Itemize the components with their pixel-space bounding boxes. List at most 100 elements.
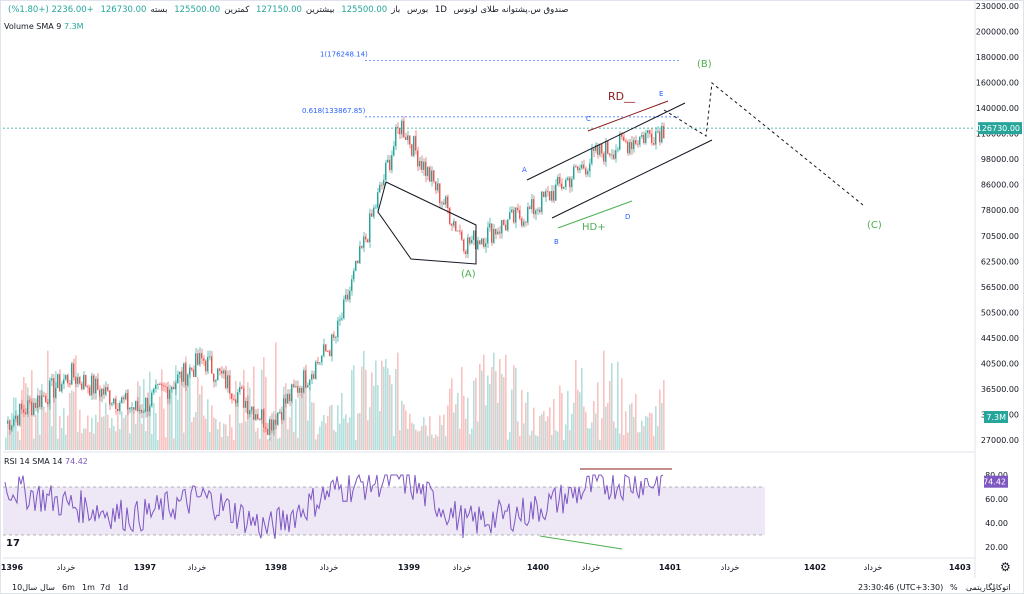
range-7d[interactable]: 7d bbox=[100, 583, 111, 592]
auto-toggle[interactable]: اتوکار bbox=[992, 583, 1011, 592]
volume-legend[interactable]: Volume SMA 9 7.3M bbox=[4, 22, 84, 31]
candle-body bbox=[389, 159, 391, 170]
candle-body bbox=[455, 221, 457, 231]
candle-body bbox=[307, 385, 309, 388]
volume-bar bbox=[399, 430, 401, 450]
range-6m[interactable]: 6m bbox=[62, 583, 75, 592]
candle-body bbox=[59, 374, 61, 392]
range-10y[interactable]: 10سال bbox=[12, 583, 38, 592]
volume-bar bbox=[495, 371, 497, 450]
time-axis-label: خرداد bbox=[320, 563, 339, 572]
candle-body bbox=[325, 344, 327, 351]
candle-body bbox=[337, 320, 339, 338]
volume-bar bbox=[37, 387, 39, 450]
candle-body bbox=[67, 375, 69, 384]
volume-bar bbox=[487, 375, 489, 450]
candle-body bbox=[637, 143, 639, 145]
candle-body bbox=[109, 390, 111, 405]
candle-body bbox=[451, 223, 453, 226]
log-toggle[interactable]: لگاریتمی bbox=[966, 583, 996, 592]
volume-bar bbox=[407, 428, 409, 450]
volume-bar bbox=[565, 424, 567, 450]
candle-body bbox=[499, 231, 501, 234]
volume-bar bbox=[447, 405, 449, 450]
volume-bar bbox=[321, 421, 323, 450]
volume-bar bbox=[17, 431, 19, 450]
candle-body bbox=[167, 386, 169, 399]
volume-bar bbox=[319, 426, 321, 450]
candle-body bbox=[565, 179, 567, 187]
percent-toggle[interactable]: % bbox=[950, 583, 958, 592]
volume-bar bbox=[121, 411, 123, 450]
candle-body bbox=[659, 131, 661, 143]
volume-bar bbox=[89, 431, 91, 450]
candle-body bbox=[223, 370, 225, 374]
rsi-legend[interactable]: RSI 14 SMA 14 74.42 bbox=[4, 457, 88, 466]
candle-body bbox=[601, 144, 603, 154]
volume-bar bbox=[415, 429, 417, 450]
volume-bar bbox=[59, 415, 61, 450]
price-tick-label: 70500.00 bbox=[981, 232, 1019, 241]
candle-body bbox=[495, 228, 497, 235]
volume-bar bbox=[305, 375, 307, 450]
volume-bar bbox=[303, 390, 305, 450]
symbol-title[interactable]: صندوق س.پشتوانه طلای لوتوس bbox=[453, 5, 569, 15]
volume-bar bbox=[645, 416, 647, 450]
volume-bar bbox=[529, 435, 531, 450]
tradingview-logo-icon[interactable]: 17 bbox=[6, 538, 20, 549]
candle-body bbox=[221, 370, 223, 374]
candle-body bbox=[157, 384, 159, 386]
candle-body bbox=[219, 368, 221, 371]
candle-body bbox=[539, 209, 541, 213]
interval-label[interactable]: 1D bbox=[434, 5, 447, 15]
candle-body bbox=[327, 350, 329, 352]
candle-body bbox=[461, 231, 463, 240]
range-1y[interactable]: سال bbox=[40, 583, 55, 592]
candle-body bbox=[111, 403, 113, 405]
volume-bar bbox=[607, 402, 609, 450]
volume-bar bbox=[647, 416, 649, 450]
candle-body bbox=[115, 398, 117, 409]
volume-bar bbox=[555, 430, 557, 450]
candle-body bbox=[517, 207, 519, 211]
candle-body bbox=[127, 393, 129, 410]
volume-bar bbox=[187, 372, 189, 450]
candle-body bbox=[569, 177, 571, 188]
rsi-value: 74.42 bbox=[64, 457, 88, 466]
settings-gear-icon[interactable]: ⚙ bbox=[1000, 560, 1011, 574]
volume-bar bbox=[577, 389, 579, 450]
volume-bar bbox=[105, 402, 107, 450]
volume-bar bbox=[271, 422, 273, 450]
price-tick-label: 62500.00 bbox=[981, 257, 1019, 266]
candle-body bbox=[141, 409, 143, 413]
candle-body bbox=[293, 384, 295, 387]
rsi-badge-label: 74.42 bbox=[983, 478, 1006, 487]
candle-body bbox=[465, 251, 467, 254]
time-axis-label: خرداد bbox=[582, 563, 601, 572]
volume-bar bbox=[181, 370, 183, 450]
volume-bar bbox=[511, 389, 513, 450]
candle-body bbox=[49, 380, 51, 404]
volume-bar bbox=[173, 438, 175, 450]
volume-bar bbox=[661, 402, 663, 450]
range-1d[interactable]: 1d bbox=[118, 583, 129, 592]
range-1m[interactable]: 1m bbox=[82, 583, 95, 592]
volume-bar bbox=[335, 431, 337, 450]
candle-body bbox=[83, 374, 85, 390]
candle-body bbox=[481, 238, 483, 244]
candle-body bbox=[525, 221, 527, 223]
candle-body bbox=[187, 374, 189, 386]
volume-bar bbox=[199, 394, 201, 450]
volume-bar bbox=[445, 435, 447, 450]
volume-bar bbox=[545, 421, 547, 450]
candle-body bbox=[193, 369, 195, 378]
volume-bar bbox=[275, 342, 277, 450]
volume-bar bbox=[91, 417, 93, 450]
time-axis-label: خرداد bbox=[864, 563, 883, 572]
volume-bar bbox=[81, 433, 83, 450]
candle-body bbox=[225, 370, 227, 389]
volume-bar bbox=[315, 439, 317, 450]
volume-bar bbox=[535, 435, 537, 450]
volume-bar bbox=[251, 406, 253, 450]
